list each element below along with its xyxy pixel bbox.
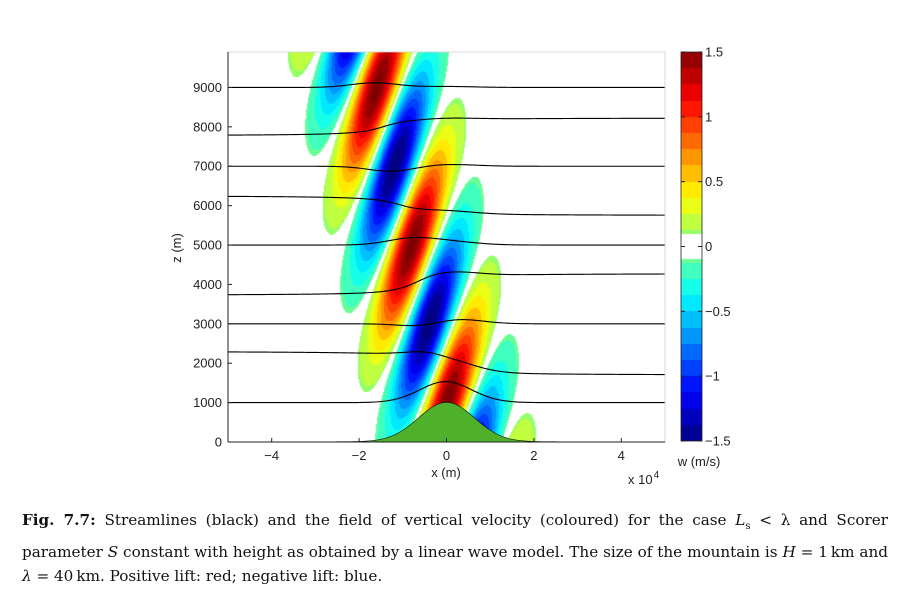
colorbar-tick-label-2: 0.5	[705, 174, 723, 189]
caption-L-symbol: L	[735, 511, 746, 529]
x-tick-label-2: 0	[443, 448, 450, 463]
streamline-8	[228, 117, 665, 136]
colorbar-tick-label-5: −1	[705, 369, 720, 384]
y-tick-label-6: 6000	[193, 198, 222, 213]
streamline-3	[228, 319, 665, 327]
colorbar-tick-label-3: 0	[705, 239, 712, 254]
colorbar-tick-label-4: −0.5	[705, 304, 731, 319]
caption-text-5: = 40 km. Positive lift: red; negative li…	[31, 567, 383, 586]
streamline-7	[228, 163, 665, 172]
x-multiplier-exponent: 4	[654, 470, 660, 481]
caption-text-3: constant with height as obtained by a li…	[118, 542, 783, 561]
caption-L-sub: s	[745, 521, 751, 533]
x-axis-multiplier: x 104	[628, 470, 660, 487]
caption-fig-label: Fig. 7.7:	[22, 511, 96, 529]
y-tick-label-5: 5000	[193, 238, 222, 253]
y-tick-label-8: 8000	[193, 119, 222, 134]
x-tick-label-3: 2	[530, 448, 537, 463]
colorbar-tick-label-1: 1	[705, 109, 712, 124]
vertical-velocity-field	[228, 52, 665, 442]
caption-H-symbol: H	[782, 542, 796, 561]
colorbar-label: w (m/s)	[677, 454, 721, 469]
x-tick-label-4: 4	[618, 448, 625, 463]
y-tick-label-2: 2000	[193, 356, 222, 371]
caption-text-1: Streamlines (black) and the field of ver…	[95, 511, 736, 529]
colorbar-ticks: 1.5 1 0.5 0 −0.5 −1 −1.5	[681, 45, 731, 449]
streamline-9	[228, 82, 665, 88]
y-tick-label-7: 7000	[193, 159, 222, 174]
x-tick-label-1: −2	[352, 448, 367, 463]
x-axis: −4 −2 0 2 4	[228, 438, 665, 463]
y-axis-label: z (m)	[169, 233, 184, 263]
caption-text-2: and Scorer parameter	[22, 511, 888, 561]
streamline-4	[228, 271, 665, 296]
colorbar-tick-label-0: 1.5	[705, 45, 723, 60]
figure-caption: Fig. 7.7: Streamlines (black) and the fi…	[22, 508, 888, 589]
streamline-1	[228, 381, 665, 404]
streamline-5	[228, 236, 665, 246]
y-tick-label-9: 9000	[193, 80, 222, 95]
colorbar-tick-label-6: −1.5	[705, 434, 731, 449]
x-multiplier-base: x 10	[628, 472, 653, 487]
y-tick-label-0: 0	[215, 435, 222, 450]
colorbar	[681, 52, 702, 441]
figure: −4 −2 0 2 4 0 1000 2000 3000 4000 5000 6000 7000 800…	[169, 45, 731, 488]
y-axis: 0 1000 2000 3000 4000 5000 6000 7000 8000 9000	[193, 52, 232, 450]
y-tick-label-4: 4000	[193, 277, 222, 292]
streamline-2	[228, 351, 665, 376]
y-tick-label-3: 3000	[193, 316, 222, 331]
caption-lt-lambda: < λ	[750, 511, 791, 529]
mountain	[315, 402, 578, 442]
caption-lambda-symbol: λ	[22, 567, 32, 586]
streamline-6	[228, 195, 665, 216]
caption-text-4: = 1 km and	[795, 542, 888, 561]
x-tick-label-0: −4	[264, 448, 279, 463]
y-tick-label-1: 1000	[193, 395, 222, 410]
caption-S-symbol: S	[107, 542, 119, 561]
x-axis-label: x (m)	[431, 465, 461, 480]
